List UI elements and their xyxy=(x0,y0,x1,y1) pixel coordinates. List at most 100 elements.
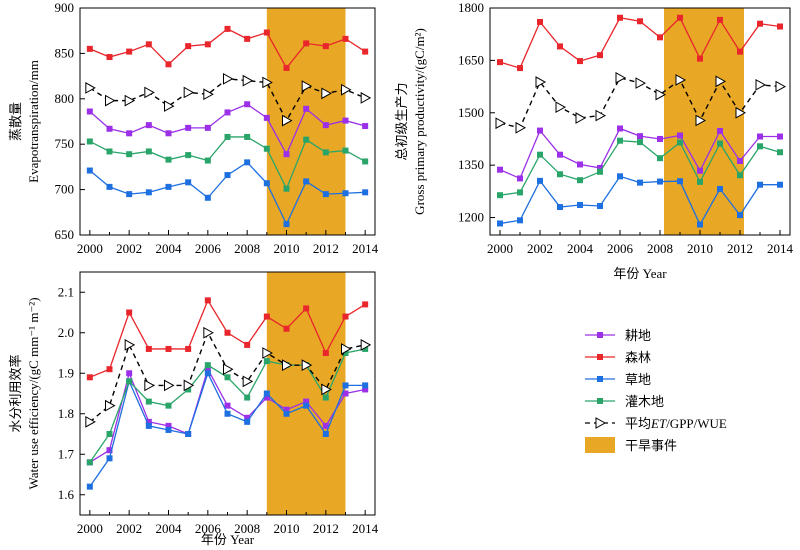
data-point xyxy=(303,402,310,409)
data-point xyxy=(106,366,113,373)
data-point xyxy=(517,217,523,224)
data-point xyxy=(244,159,251,166)
x-tick-label: 2000 xyxy=(77,521,103,536)
data-point xyxy=(244,101,251,108)
data-point xyxy=(145,398,152,405)
data-point xyxy=(737,157,743,164)
y-tick-label: 800 xyxy=(55,91,75,106)
data-point xyxy=(126,151,133,158)
legend-marker xyxy=(595,417,607,429)
data-point xyxy=(342,382,349,389)
y-tick-label: 1.7 xyxy=(58,446,75,461)
data-point xyxy=(263,145,270,152)
data-point xyxy=(362,301,369,308)
data-point xyxy=(717,140,723,147)
data-point xyxy=(86,374,93,381)
data-point xyxy=(342,147,349,154)
data-point xyxy=(342,190,349,197)
drought-band xyxy=(266,272,346,515)
data-point xyxy=(145,189,152,196)
data-point xyxy=(617,125,623,132)
data-point xyxy=(717,185,723,192)
x-tick-label: 2006 xyxy=(195,521,222,536)
data-point xyxy=(124,94,136,107)
data-point xyxy=(303,40,310,47)
data-point xyxy=(777,181,783,188)
legend-item: 平均ET/GPP/WUE xyxy=(585,416,727,431)
data-point xyxy=(105,94,116,107)
data-point xyxy=(263,313,270,320)
data-point xyxy=(341,83,352,96)
data-point xyxy=(360,339,372,351)
data-point xyxy=(675,74,687,86)
data-point xyxy=(244,341,251,348)
data-point xyxy=(577,201,583,208)
data-point xyxy=(515,121,527,134)
data-point xyxy=(737,172,743,179)
data-point xyxy=(144,379,155,392)
x-axis-label: 年份 Year xyxy=(201,532,255,547)
data-point xyxy=(224,172,231,179)
data-point xyxy=(362,123,369,130)
x-tick-label: 2010 xyxy=(274,521,300,536)
data-point xyxy=(242,375,254,388)
data-point xyxy=(144,86,155,99)
data-point xyxy=(224,109,231,116)
data-point xyxy=(244,133,251,140)
legend-item: 森林 xyxy=(585,350,651,365)
data-point xyxy=(322,149,329,156)
data-point xyxy=(577,58,583,65)
series-3 xyxy=(497,137,783,199)
x-tick-label: 2014 xyxy=(767,241,794,256)
data-point xyxy=(86,483,93,490)
data-point xyxy=(322,394,329,401)
data-point xyxy=(575,112,587,124)
x-tick-label: 2008 xyxy=(234,241,260,256)
y-tick-label: 2.0 xyxy=(58,325,74,340)
data-point xyxy=(321,87,332,100)
data-point xyxy=(224,402,231,409)
y-axis-label-en: Water use efficiency/(gC mm⁻¹ m⁻²) xyxy=(26,297,41,489)
series-1 xyxy=(86,25,369,71)
data-point xyxy=(204,41,211,48)
legend-item: 耕地 xyxy=(585,328,651,343)
data-point xyxy=(537,127,543,134)
legend-label: 森林 xyxy=(625,350,651,365)
data-point xyxy=(557,43,563,50)
data-point xyxy=(695,114,707,127)
data-point xyxy=(342,390,349,397)
data-point xyxy=(577,177,583,184)
data-point xyxy=(497,220,503,227)
x-tick-label: 2010 xyxy=(687,241,713,256)
data-point xyxy=(224,133,231,140)
legend-label: 灌木地 xyxy=(625,394,664,409)
data-point xyxy=(204,370,211,377)
data-point xyxy=(145,41,152,48)
data-point xyxy=(637,179,643,186)
data-point xyxy=(185,179,192,186)
data-point xyxy=(657,155,663,162)
data-point xyxy=(86,459,93,466)
data-point xyxy=(362,382,369,389)
data-point xyxy=(697,178,703,185)
data-point xyxy=(775,80,787,93)
data-point xyxy=(85,82,96,94)
data-point xyxy=(124,339,136,351)
data-point xyxy=(244,394,251,401)
data-point xyxy=(183,379,195,392)
x-tick-label: 2006 xyxy=(607,241,634,256)
data-point xyxy=(263,358,270,365)
data-point xyxy=(145,418,152,425)
data-point xyxy=(204,362,211,369)
data-point xyxy=(757,181,763,188)
data-point xyxy=(303,136,310,143)
x-tick-label: 2004 xyxy=(156,241,183,256)
x-tick-label: 2012 xyxy=(313,521,339,536)
legend-item: 干旱事件 xyxy=(585,437,677,453)
data-point xyxy=(495,117,507,130)
data-point xyxy=(283,151,290,158)
data-point xyxy=(557,171,563,178)
data-point xyxy=(165,183,172,190)
